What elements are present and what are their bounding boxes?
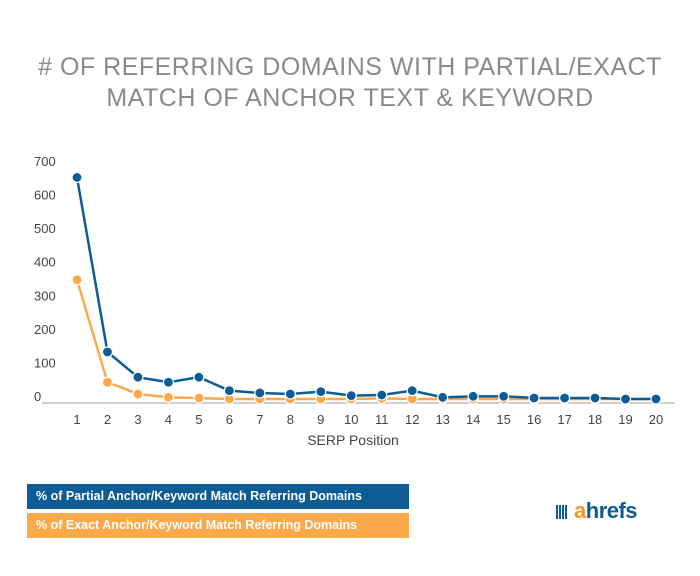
data-point-0: [528, 392, 540, 404]
x-tick-label: 13: [435, 412, 449, 427]
data-point-0: [467, 390, 479, 402]
data-point-0: [254, 387, 266, 399]
data-point-0: [101, 346, 114, 358]
data-point-1: [132, 388, 144, 400]
data-point-1: [162, 391, 175, 403]
logo-a: a: [574, 498, 586, 523]
data-point-0: [162, 376, 175, 388]
x-tick-label: 19: [618, 412, 632, 427]
data-point-0: [284, 388, 296, 400]
series-line-0: [75, 177, 656, 401]
x-tick-label: 16: [527, 412, 541, 427]
data-point-0: [619, 393, 632, 405]
y-tick-label: 200: [34, 322, 56, 337]
x-tick-label: 14: [466, 412, 480, 427]
data-point-0: [132, 371, 144, 383]
data-point-0: [71, 171, 83, 184]
y-tick-label: 400: [34, 255, 56, 270]
legend-item-partial: % of Partial Anchor/Keyword Match Referr…: [27, 484, 409, 509]
x-tick-label: 12: [405, 412, 419, 427]
data-point-0: [589, 392, 601, 404]
logo-mark-icon: [556, 505, 568, 519]
y-tick-label: 100: [34, 355, 56, 370]
data-point-0: [558, 392, 571, 404]
x-tick-label: 8: [287, 412, 294, 427]
x-tick-label: 11: [375, 412, 389, 427]
y-tick-label: 700: [34, 154, 56, 169]
ahrefs-logo: ahrefs: [556, 498, 638, 524]
data-point-0: [437, 391, 449, 403]
y-tick-label: 600: [34, 188, 56, 203]
data-point-0: [650, 393, 662, 405]
x-tick-label: 2: [104, 412, 111, 427]
data-point-0: [498, 390, 510, 402]
x-tick-label: 15: [496, 412, 510, 427]
x-tick-label: 6: [226, 412, 233, 427]
data-point-0: [406, 385, 418, 397]
data-point-0: [376, 389, 388, 401]
data-point-1: [193, 392, 205, 404]
data-point-0: [345, 390, 357, 402]
x-tick-label: 10: [344, 412, 358, 427]
legend-item-exact: % of Exact Anchor/Keyword Match Referrin…: [27, 513, 409, 538]
x-tick-label: 5: [195, 412, 202, 427]
y-tick-label: 300: [34, 288, 56, 303]
x-tick-label: 7: [256, 412, 263, 427]
x-tick-label: 18: [588, 412, 602, 427]
y-tick-label: 500: [34, 221, 56, 236]
title-line-2: MATCH OF ANCHOR TEXT & KEYWORD: [106, 84, 594, 112]
x-tick-label: 20: [649, 412, 663, 427]
data-point-0: [315, 386, 327, 398]
x-tick-label: 1: [73, 412, 80, 427]
chart-title: # OF REFERRING DOMAINS WITH PARTIAL/EXAC…: [0, 52, 700, 114]
title-line-1: # OF REFERRING DOMAINS WITH PARTIAL/EXAC…: [38, 53, 662, 81]
logo-rest: hrefs: [585, 498, 638, 523]
x-tick-label: 17: [557, 412, 571, 427]
x-tick-label: 4: [165, 412, 172, 427]
x-tick-label: 9: [317, 412, 324, 427]
data-point-1: [101, 376, 114, 388]
data-point-0: [223, 385, 235, 397]
data-point-0: [193, 371, 205, 383]
x-tick-label: 3: [134, 412, 141, 427]
x-axis-label: SERP Position: [307, 432, 399, 448]
y-tick-label: 0: [34, 389, 41, 404]
data-point-1: [71, 274, 83, 286]
